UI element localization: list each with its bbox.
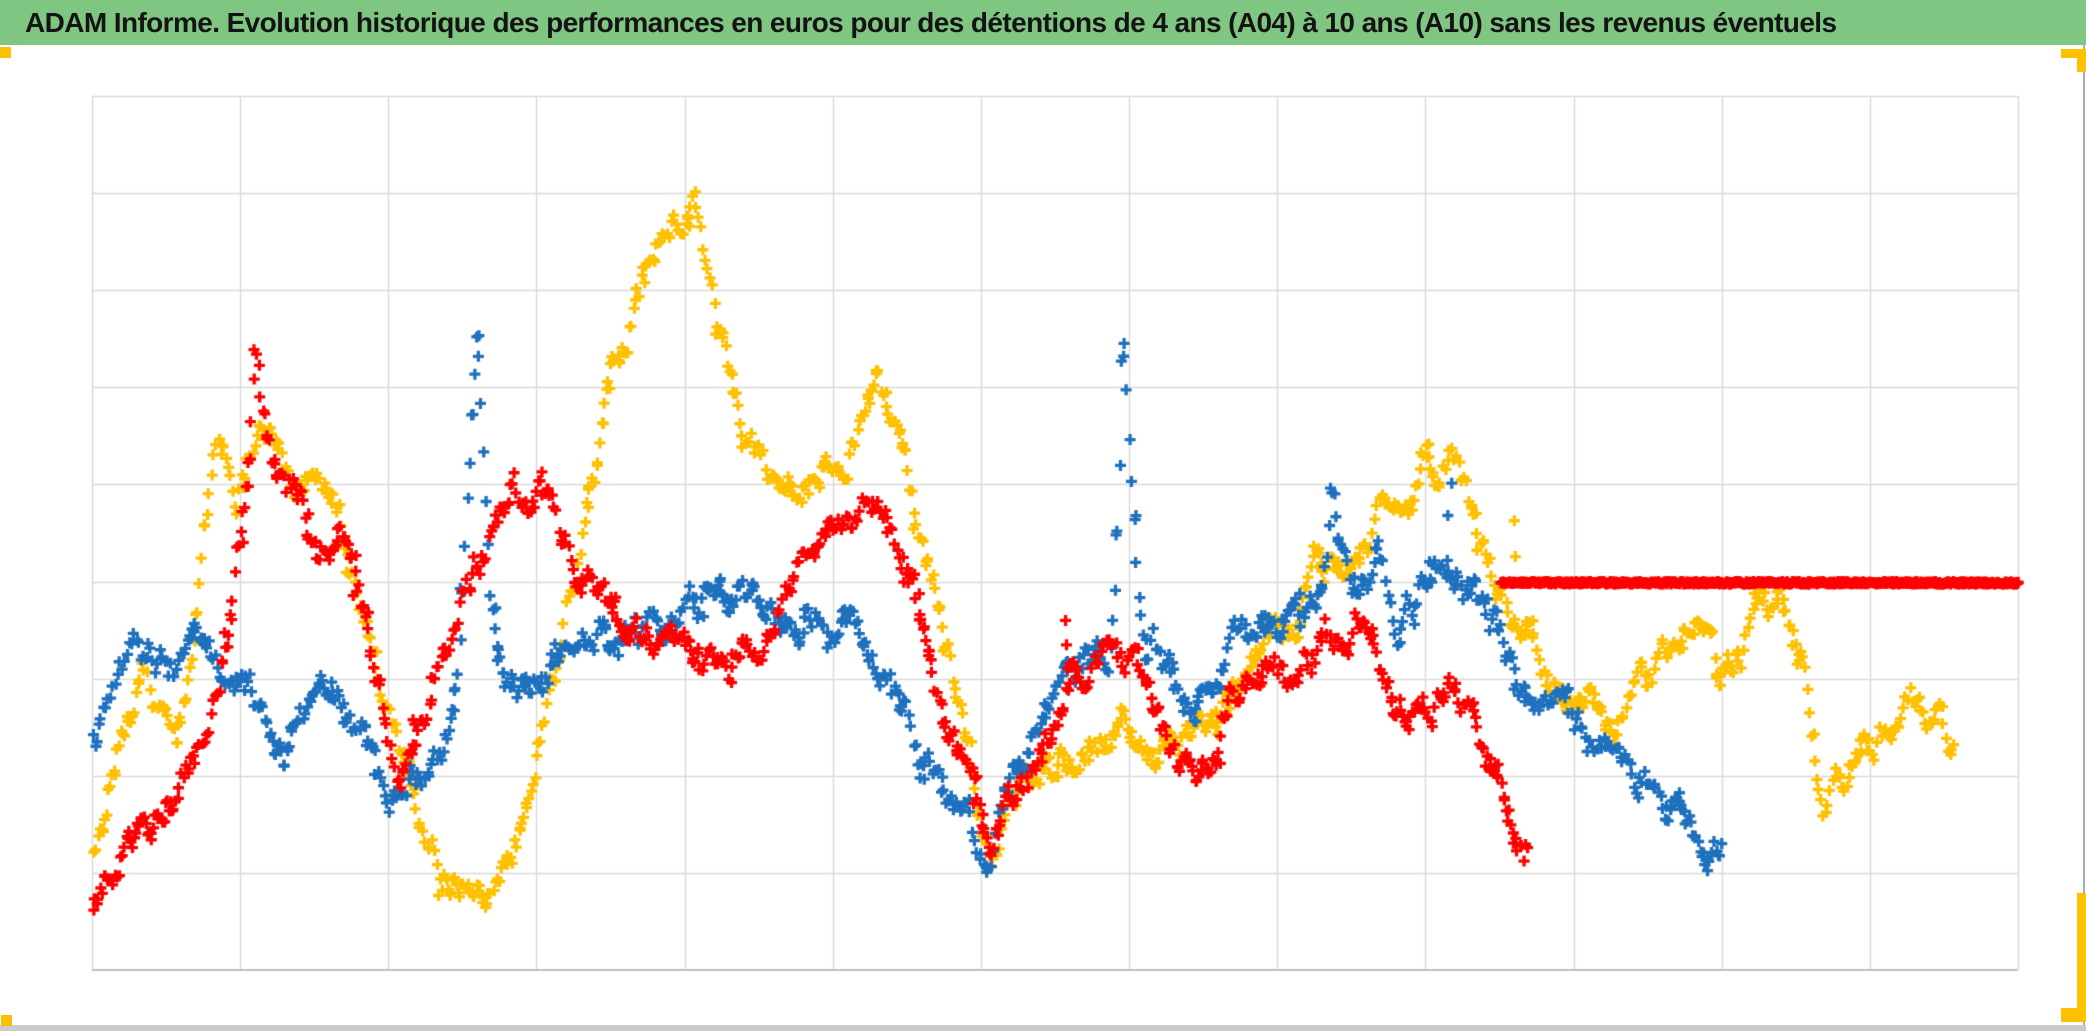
gold-accent-top-left bbox=[0, 47, 11, 58]
chart-title: ADAM Informe. Evolution historique des p… bbox=[25, 6, 1837, 38]
gold-accent-bottom-left bbox=[1, 1015, 12, 1026]
gold-accent-top-right-h bbox=[2061, 49, 2086, 58]
gold-accent-top-right-v bbox=[2077, 49, 2086, 72]
bottom-divider-bar bbox=[0, 1025, 2086, 1031]
gold-accent-bottom-right-h bbox=[2061, 1008, 2086, 1022]
title-bar: ADAM Informe. Evolution historique des p… bbox=[0, 0, 2086, 45]
right-edge-line bbox=[2083, 45, 2085, 1026]
gold-accent-bottom-right-v bbox=[2077, 893, 2086, 1014]
